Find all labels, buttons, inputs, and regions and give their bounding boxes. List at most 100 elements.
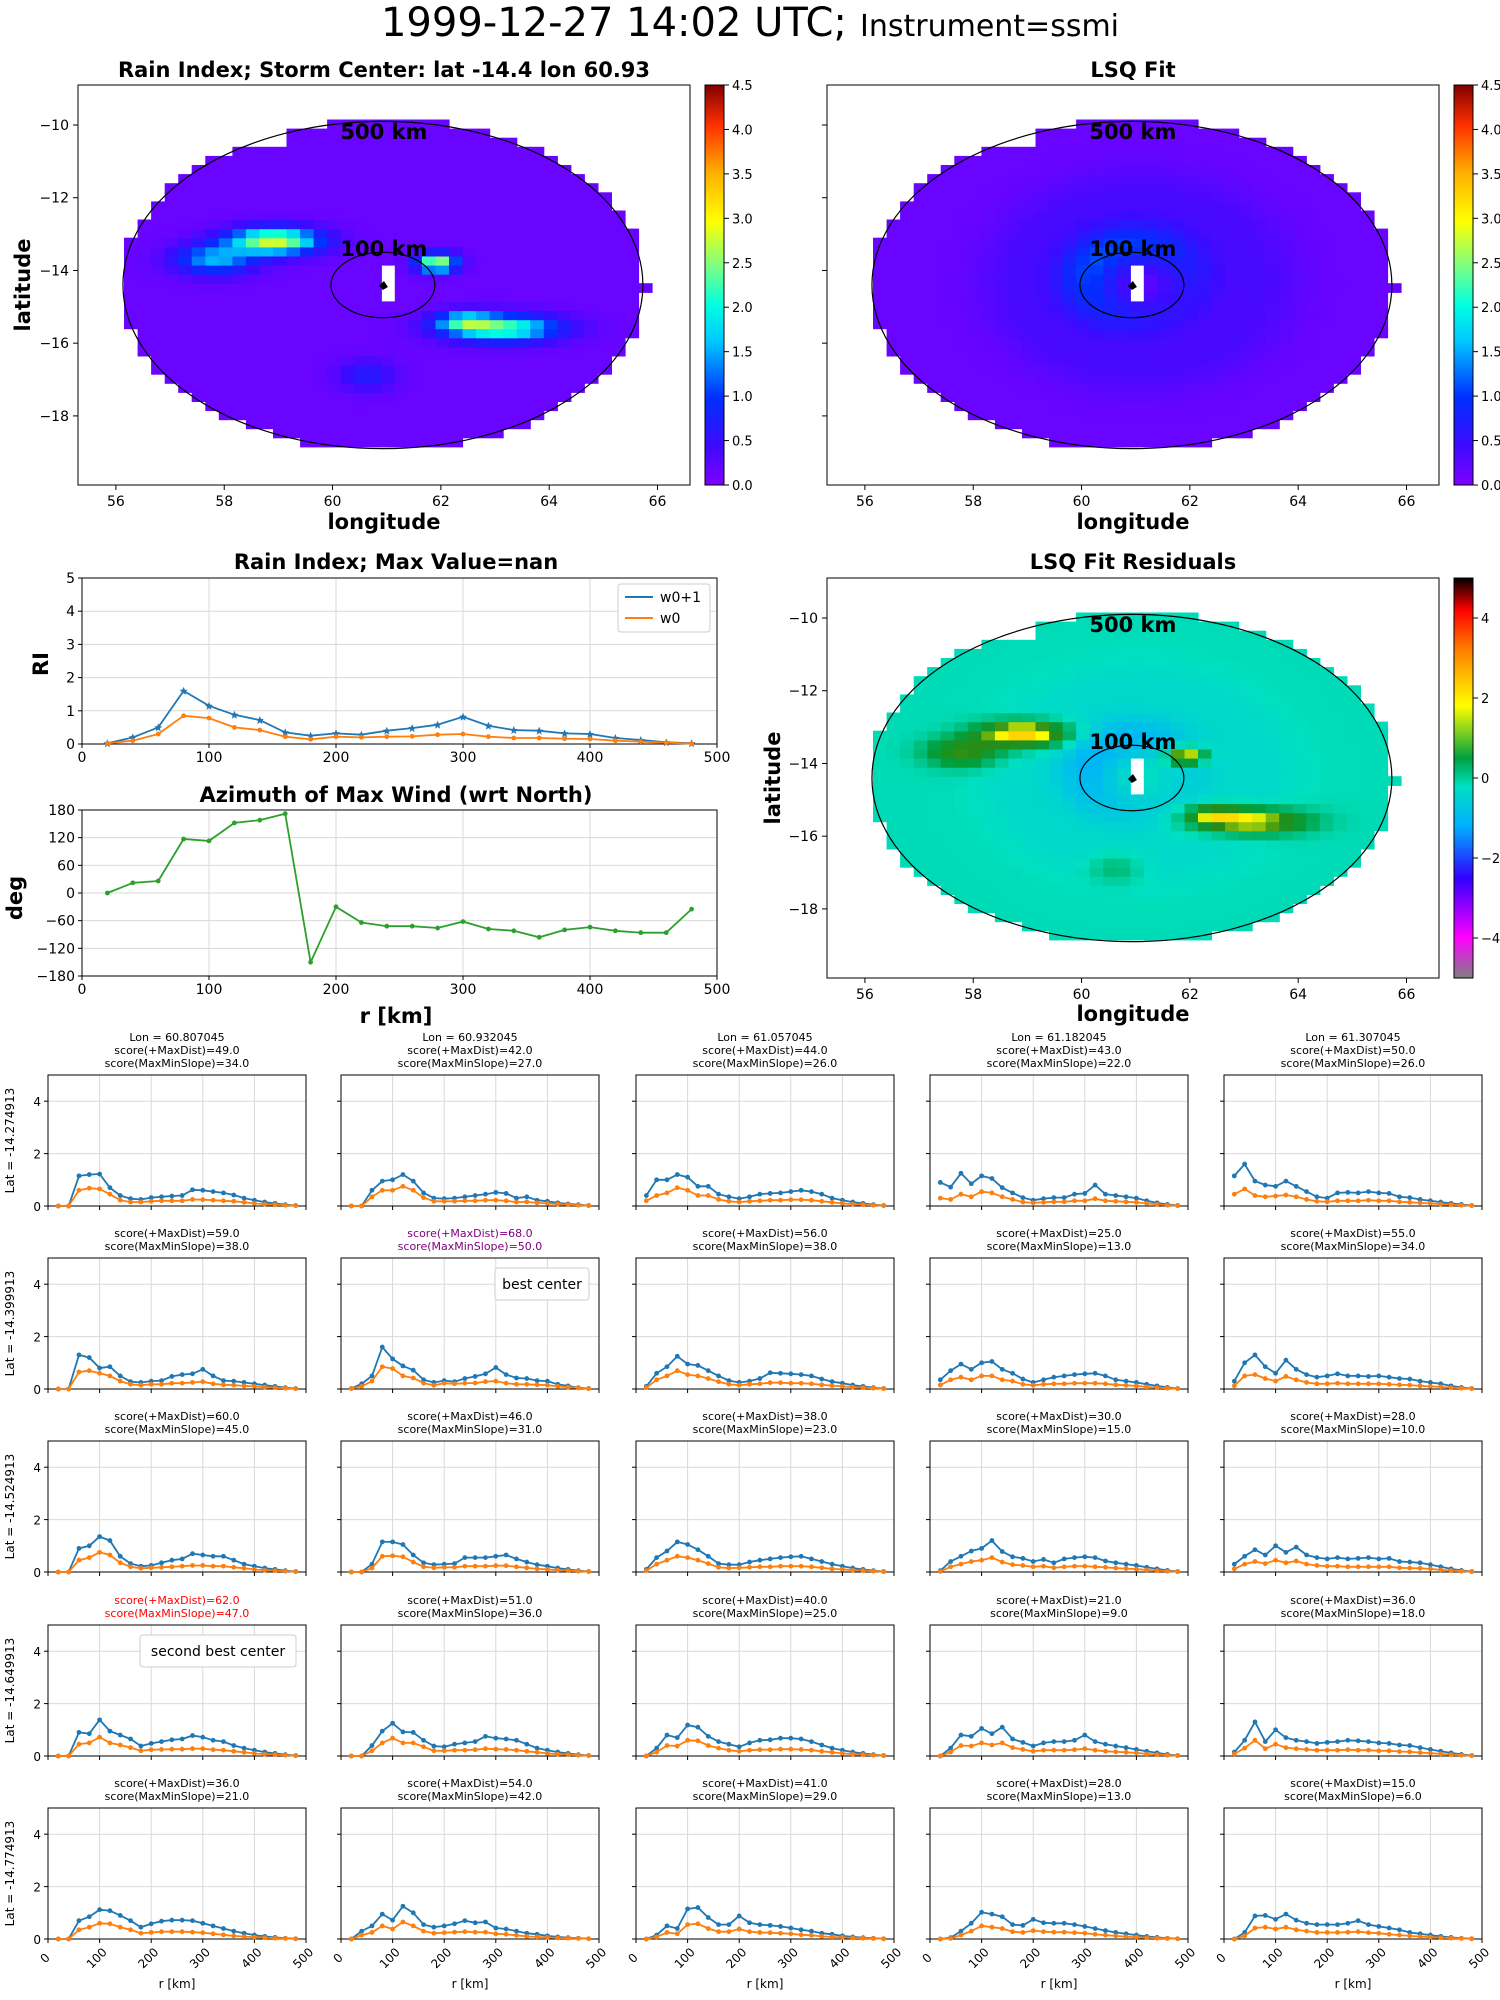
sub-w0p1-point xyxy=(200,1366,206,1372)
map-cell xyxy=(503,355,518,366)
map-cell xyxy=(1157,401,1172,412)
map-cell xyxy=(367,365,382,375)
map-cell xyxy=(981,867,996,877)
map-cell xyxy=(1103,848,1118,859)
xtick-label: 200 xyxy=(323,750,350,766)
map-cell xyxy=(1319,374,1334,384)
sub-w0p1-point xyxy=(86,1543,92,1549)
map-cell xyxy=(1130,401,1145,412)
map-cell xyxy=(394,155,409,166)
sub-w0p1-point xyxy=(107,1538,113,1543)
map-cell xyxy=(1089,192,1104,202)
map-cell xyxy=(570,219,585,230)
sub-w0p1-point xyxy=(1020,1739,1026,1745)
map-cell xyxy=(1252,758,1267,768)
sub-w0p1-point xyxy=(410,1178,416,1184)
map-cell xyxy=(489,183,504,193)
score-maxdist: score(+MaxDist)=40.0 xyxy=(702,1594,827,1607)
map-cell xyxy=(1049,155,1064,166)
map-cell xyxy=(1198,658,1213,668)
map-cell xyxy=(381,219,396,230)
map-cell xyxy=(313,128,328,139)
map-cell xyxy=(503,183,518,193)
map-cell xyxy=(1062,128,1077,139)
map-cell xyxy=(1265,648,1280,659)
map-cell xyxy=(967,265,982,275)
map-cell xyxy=(1225,210,1240,221)
map-cell xyxy=(1238,155,1253,166)
map-cell xyxy=(1346,328,1361,339)
map-cell xyxy=(1225,319,1240,330)
map-cell xyxy=(1103,676,1118,686)
map-cell xyxy=(1346,228,1361,239)
map-cell xyxy=(584,237,599,248)
sub-w0p1-point xyxy=(200,1552,206,1558)
map-cell xyxy=(954,812,969,823)
map-cell xyxy=(1035,758,1050,768)
map-cell xyxy=(1238,146,1253,157)
map-cell xyxy=(940,365,955,375)
map-cell xyxy=(1157,428,1172,439)
map-cell xyxy=(1143,437,1158,448)
sub-w0-point xyxy=(348,1569,354,1575)
map-cell xyxy=(994,210,1009,221)
ytick-label: 60 xyxy=(57,858,75,874)
map-cell xyxy=(1022,867,1037,877)
map-cell xyxy=(1157,146,1172,157)
map-cell xyxy=(1306,739,1321,750)
map-cell xyxy=(1279,803,1294,814)
map-cell xyxy=(354,383,369,393)
map-cell xyxy=(1157,128,1172,139)
map-cell xyxy=(1089,419,1104,430)
sub-w0-point xyxy=(968,1559,974,1564)
map-cell xyxy=(1076,146,1091,157)
map-cell xyxy=(1238,292,1253,302)
map-cell xyxy=(886,274,901,284)
map-cell xyxy=(913,292,928,302)
map-cell xyxy=(1103,776,1118,786)
map-cell xyxy=(1184,365,1199,375)
sub-w0-point xyxy=(958,1561,964,1567)
map-cell xyxy=(1374,292,1389,302)
map-cell xyxy=(1333,685,1348,695)
map-cell xyxy=(940,174,955,184)
map-cell xyxy=(1116,612,1131,623)
sub-w0-point xyxy=(179,1380,185,1386)
sub-w0p1-point xyxy=(179,1556,185,1562)
map-cell xyxy=(1076,137,1091,148)
map-cell xyxy=(981,310,996,321)
map-cell xyxy=(1319,228,1334,239)
map-cell xyxy=(927,721,942,732)
sub-w0-line xyxy=(645,1555,884,1573)
map-cell xyxy=(381,328,396,339)
map-cell xyxy=(286,265,301,275)
map-cell xyxy=(570,355,585,366)
map-resid-ylabel: latitude xyxy=(761,732,785,825)
map-cell xyxy=(913,183,928,193)
map-cell xyxy=(1049,758,1064,768)
sub-w0-point xyxy=(819,1565,825,1571)
map-cell xyxy=(1265,346,1280,357)
map-cell xyxy=(1360,328,1375,339)
map-cell xyxy=(1103,228,1118,239)
map-cell xyxy=(1279,812,1294,823)
sub-w0-point xyxy=(169,1746,175,1752)
map-cell xyxy=(421,301,436,312)
map-cell xyxy=(994,365,1009,375)
map-cell xyxy=(1319,821,1334,832)
map-cell xyxy=(1008,155,1023,166)
map-cell xyxy=(994,839,1009,850)
map-cell xyxy=(1143,812,1158,823)
map-cell xyxy=(137,283,152,293)
map-cell xyxy=(408,201,423,212)
map-cell xyxy=(913,703,928,714)
map-cell xyxy=(245,146,260,157)
map-cell xyxy=(1306,255,1321,266)
map-cell xyxy=(476,228,491,239)
map-cell xyxy=(1089,337,1104,348)
map-cell xyxy=(1306,383,1321,393)
sub-w0p1-point xyxy=(1314,1555,1320,1560)
sub-w0p1-point xyxy=(819,1559,825,1564)
map-cell xyxy=(1170,410,1185,421)
map-cell xyxy=(205,174,220,184)
